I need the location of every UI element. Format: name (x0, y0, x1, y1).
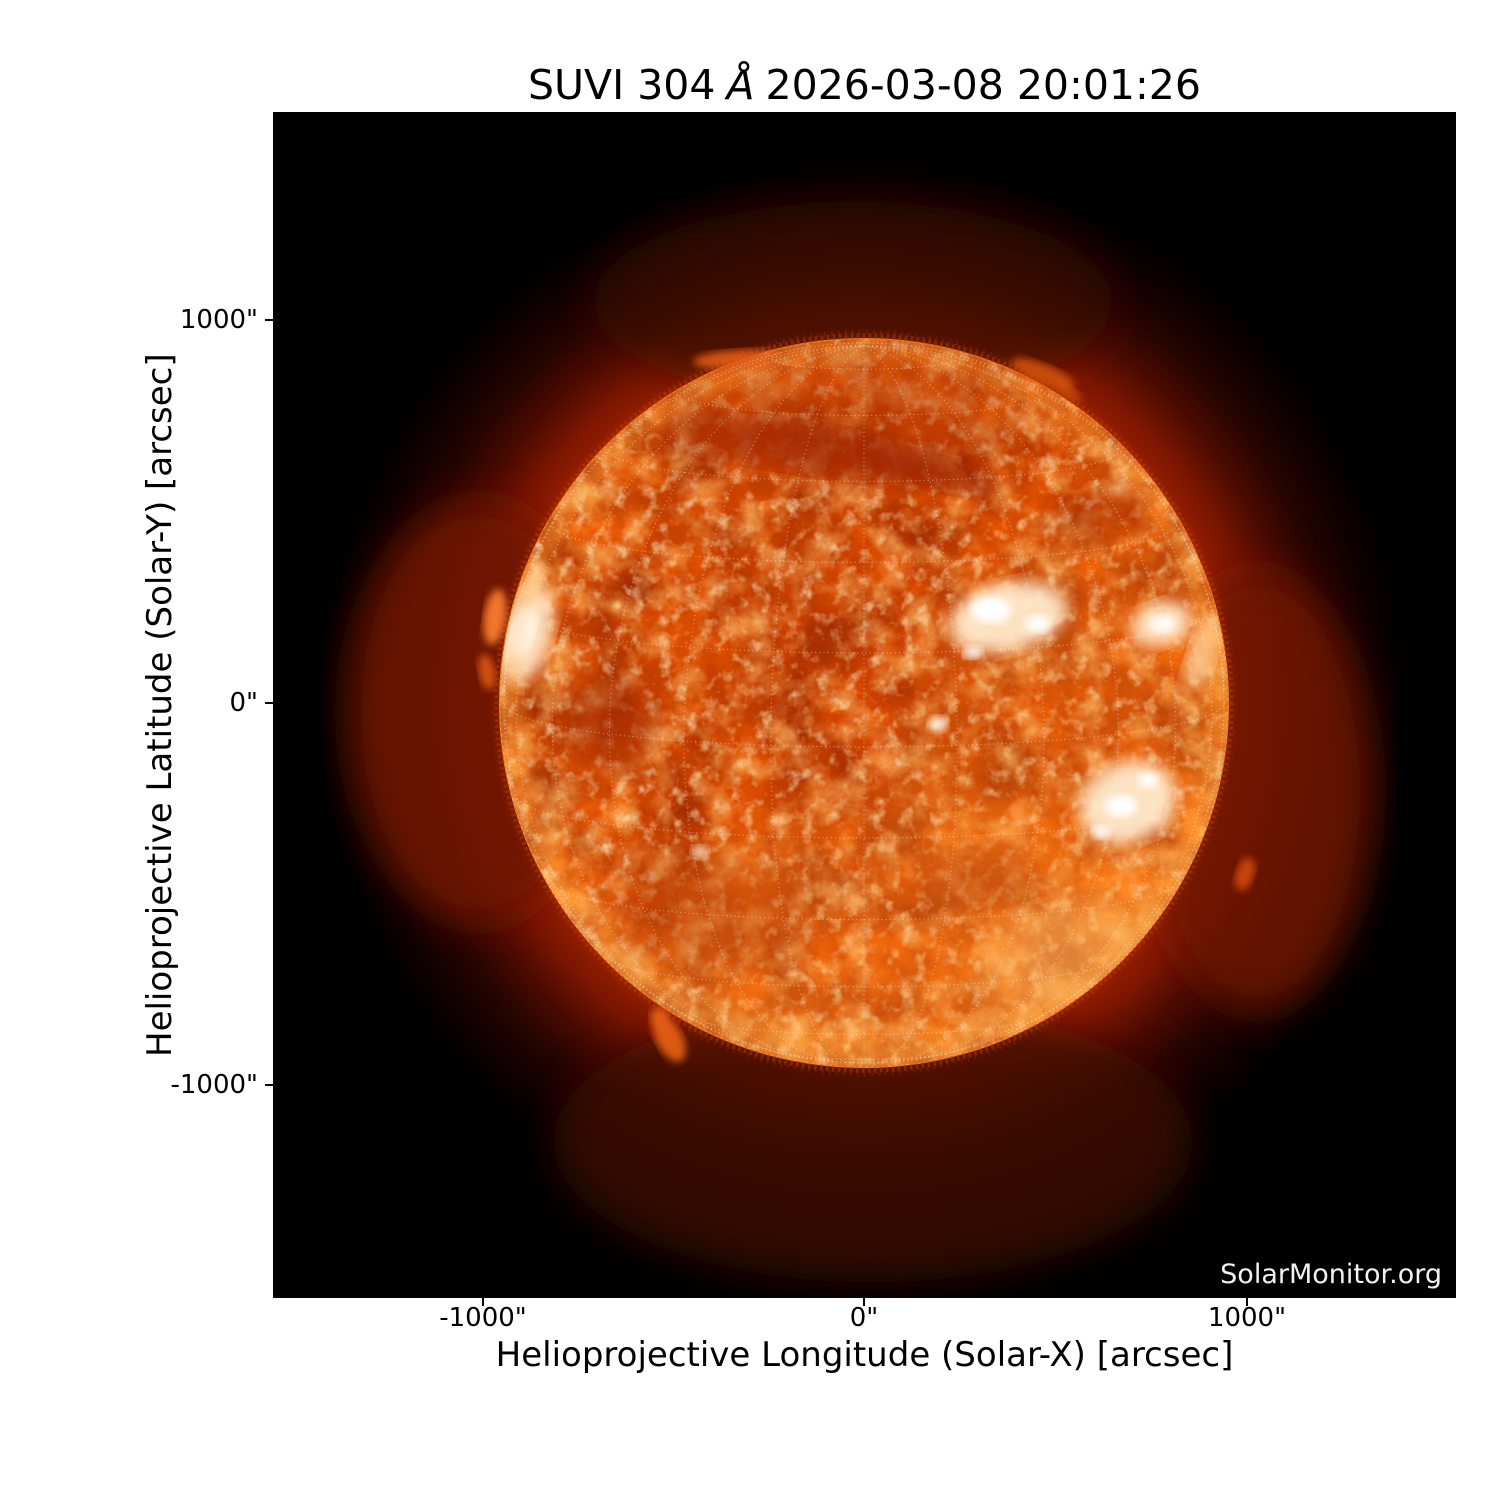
angstrom-symbol: Å (726, 61, 755, 109)
plot-title: SUVI 304 Å 2026-03-08 20:01:26 (273, 62, 1456, 108)
sun-image (273, 112, 1456, 1298)
y-tick-mark (265, 1084, 273, 1086)
x-tick-label: 0" (849, 1303, 879, 1333)
y-tick-label: 1000" (179, 305, 258, 335)
plot-title-datetime: 2026-03-08 20:01:26 (765, 61, 1201, 109)
y-tick-mark (265, 319, 273, 321)
x-tick-label: 1000" (1207, 1303, 1287, 1333)
y-axis-label: Helioprojective Latitude (Solar-Y) [arcs… (140, 353, 180, 1057)
x-tick-mark (863, 1298, 865, 1306)
y-tick-label: 0" (229, 688, 258, 718)
grid-limb-circle (503, 342, 1225, 1064)
x-tick-mark (482, 1298, 484, 1306)
y-tick-mark (265, 702, 273, 704)
heliographic-grid (503, 342, 1225, 1064)
x-tick-label: -1000" (439, 1303, 527, 1333)
plot-area: SolarMonitor.org (273, 112, 1456, 1298)
x-axis-label: Helioprojective Longitude (Solar-X) [arc… (495, 1335, 1234, 1375)
x-tick-mark (1246, 1298, 1248, 1306)
watermark: SolarMonitor.org (1220, 1259, 1442, 1290)
prominences (478, 349, 1256, 1062)
y-tick-label: -1000" (170, 1070, 258, 1100)
limb-fringe (490, 329, 1238, 1077)
plot-title-instrument: SUVI 304 (528, 61, 716, 109)
